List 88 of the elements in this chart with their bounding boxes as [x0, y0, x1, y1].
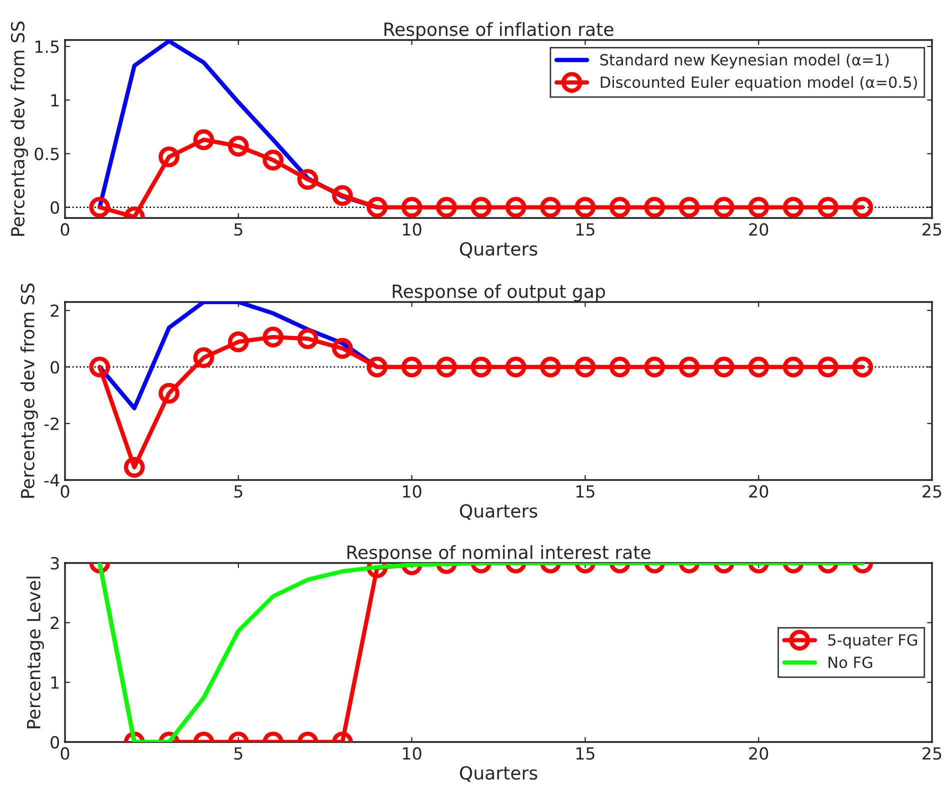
- y-tick-label: 3: [50, 556, 59, 570]
- x-tick-label: 20: [749, 223, 768, 236]
- y-axis-title: Percentage dev from SS: [20, 284, 38, 498]
- point: [89, 196, 110, 218]
- point: [782, 356, 804, 378]
- y-tick-label: 0: [50, 201, 60, 214]
- point: [818, 356, 838, 378]
- x-tick-label: 20: [749, 747, 768, 760]
- x-tick-label: 25: [922, 223, 942, 236]
- point: [644, 356, 665, 378]
- legend-label: Discounted Euler equation model (α=0.5): [600, 76, 917, 91]
- point: [366, 196, 388, 218]
- y-tick-label: 0: [50, 360, 60, 374]
- y-tick-label: 1: [51, 94, 59, 106]
- point: [262, 150, 284, 171]
- x-tick-label: 0: [60, 485, 70, 498]
- x-tick-label: 15: [576, 747, 594, 760]
- point: [366, 356, 388, 378]
- y-tick-label: 1.5: [35, 40, 59, 54]
- point: [505, 356, 526, 378]
- y-tick-label: -4: [44, 474, 60, 486]
- legend-label: Standard new Keynesian model (α=1): [600, 54, 889, 69]
- x-tick-label: 5: [234, 223, 242, 236]
- legend-label: No FG: [828, 656, 872, 668]
- x-tick-label: 20: [749, 485, 768, 498]
- point: [470, 196, 492, 218]
- point: [262, 326, 284, 348]
- x-axis-title: Quarters: [460, 242, 538, 258]
- point: [609, 356, 630, 378]
- x-tick-label: 10: [403, 485, 422, 498]
- point: [852, 356, 874, 378]
- point: [748, 356, 770, 378]
- point: [193, 347, 214, 368]
- x-tick-label: 10: [403, 747, 422, 760]
- point: [158, 146, 180, 168]
- x-tick-label: 25: [922, 747, 942, 760]
- point: [228, 136, 249, 157]
- y-tick-label: 2: [50, 304, 58, 317]
- point: [714, 196, 734, 218]
- point: [470, 356, 492, 378]
- point: [332, 338, 353, 359]
- point: [158, 382, 180, 404]
- point: [818, 196, 838, 218]
- y-axis-title: Percentage Level: [26, 576, 44, 728]
- point: [436, 196, 457, 218]
- chart-title: Response of output gap: [392, 284, 605, 302]
- point: [193, 129, 214, 150]
- point: [644, 196, 665, 218]
- point: [714, 356, 734, 378]
- y-tick-label: 0: [50, 736, 60, 749]
- x-tick-label: 0: [60, 747, 70, 760]
- point: [574, 356, 596, 378]
- x-tick-label: 5: [234, 747, 242, 760]
- chart-title: Response of nominal interest rate: [347, 545, 650, 563]
- legend-label: 5-quater FG: [828, 634, 917, 649]
- x-axis-title: Quarters: [460, 504, 538, 520]
- point: [609, 196, 630, 218]
- point: [678, 196, 700, 218]
- point: [748, 196, 770, 218]
- point: [505, 196, 526, 218]
- x-tick-label: 25: [922, 485, 942, 498]
- point: [401, 356, 422, 378]
- y-tick-label: 2: [50, 616, 58, 629]
- x-axis-title: Quarters: [460, 766, 538, 782]
- point: [678, 356, 700, 378]
- x-tick-label: 15: [576, 223, 594, 236]
- point: [540, 356, 561, 378]
- chart-title: Response of inflation rate: [384, 22, 614, 40]
- point: [540, 196, 561, 218]
- point: [436, 356, 457, 378]
- x-tick-label: 0: [60, 223, 70, 236]
- point: [89, 356, 110, 378]
- y-axis-title: Percentage dev from SS: [10, 22, 28, 236]
- x-tick-label: 15: [576, 485, 594, 498]
- point: [401, 196, 422, 218]
- point: [124, 456, 145, 478]
- point: [332, 185, 353, 206]
- point: [782, 196, 804, 218]
- point: [228, 331, 249, 352]
- point: [574, 196, 596, 218]
- x-tick-label: 5: [234, 485, 242, 498]
- y-tick-label: 0.5: [34, 148, 59, 160]
- x-tick-label: 10: [403, 223, 422, 236]
- point: [297, 168, 318, 190]
- point: [852, 196, 874, 218]
- y-tick-label: 1: [51, 676, 59, 689]
- point: [297, 328, 318, 350]
- y-tick-label: -2: [44, 417, 58, 430]
